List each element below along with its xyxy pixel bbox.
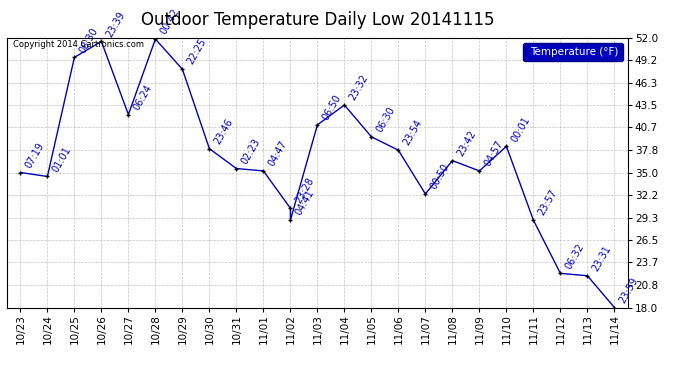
Text: 23:57: 23:57: [536, 188, 559, 218]
Text: 23:32: 23:32: [347, 73, 370, 102]
Text: 06:50: 06:50: [320, 93, 343, 122]
Text: 06:32: 06:32: [563, 242, 586, 271]
Text: 02:23: 02:23: [239, 136, 262, 166]
Point: [69, 54, 80, 60]
Point: [528, 217, 539, 223]
Text: 23:42: 23:42: [455, 129, 478, 158]
Point: [474, 168, 485, 174]
Text: 04:57: 04:57: [482, 139, 505, 168]
Text: 07:19: 07:19: [23, 141, 46, 170]
Point: [285, 205, 296, 211]
Point: [501, 143, 512, 149]
Text: 08:30: 08:30: [77, 26, 100, 55]
Text: 23:59: 23:59: [617, 276, 640, 305]
Text: 23:31: 23:31: [590, 244, 613, 273]
Point: [312, 122, 323, 128]
Point: [609, 304, 620, 310]
Text: 00:01: 00:01: [509, 114, 532, 144]
Text: 00:50: 00:50: [428, 162, 451, 191]
Point: [96, 39, 107, 45]
Text: 06:30: 06:30: [374, 105, 397, 134]
Point: [447, 158, 458, 164]
Text: 01:01: 01:01: [50, 145, 72, 174]
Point: [582, 273, 593, 279]
Point: [339, 102, 350, 108]
Point: [15, 170, 26, 176]
Legend: Temperature (°F): Temperature (°F): [523, 43, 622, 61]
Point: [231, 165, 242, 171]
Text: Outdoor Temperature Daily Low 20141115: Outdoor Temperature Daily Low 20141115: [141, 11, 494, 29]
Text: Copyright 2014 Cartronics.com: Copyright 2014 Cartronics.com: [13, 40, 144, 49]
Point: [393, 147, 404, 153]
Text: 23:54: 23:54: [401, 118, 424, 147]
Point: [204, 146, 215, 152]
Point: [150, 36, 161, 42]
Text: 06:24: 06:24: [131, 82, 154, 112]
Point: [366, 134, 377, 140]
Point: [420, 191, 431, 197]
Point: [123, 111, 134, 117]
Point: [177, 66, 188, 72]
Point: [42, 174, 53, 180]
Text: 23:46: 23:46: [213, 117, 235, 146]
Text: 04:41: 04:41: [293, 188, 316, 218]
Text: 23:39: 23:39: [104, 9, 127, 39]
Text: 00:42: 00:42: [158, 7, 181, 36]
Point: [258, 168, 269, 174]
Text: 22:25: 22:25: [185, 37, 208, 66]
Point: [285, 217, 296, 223]
Point: [555, 270, 566, 276]
Text: 04:47: 04:47: [266, 139, 289, 168]
Text: 23:28: 23:28: [293, 176, 316, 206]
